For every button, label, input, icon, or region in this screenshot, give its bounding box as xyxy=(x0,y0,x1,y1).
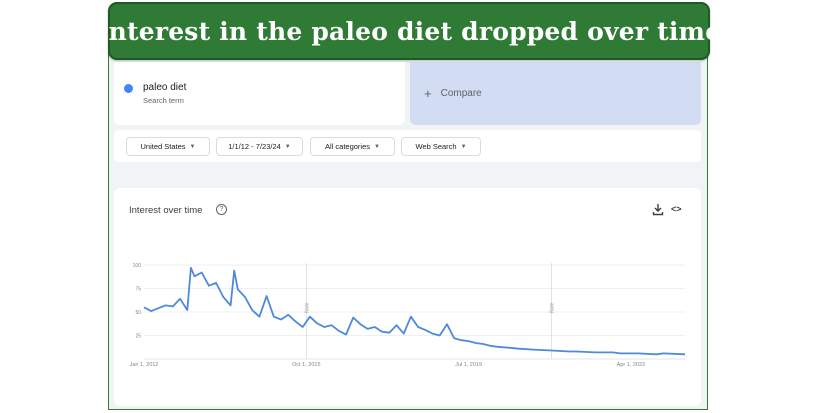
region-value: United States xyxy=(140,142,186,151)
caret-down-icon: ▼ xyxy=(374,143,380,150)
note-label: Note xyxy=(550,302,556,313)
series-line-paleo-diet xyxy=(143,266,686,356)
interest-over-time-card: Interest over time ? <> xyxy=(114,188,701,406)
embed-code-icon[interactable]: <> xyxy=(671,204,682,214)
search-type-value: Web Search xyxy=(415,142,457,151)
region-dropdown[interactable]: United States ▼ xyxy=(126,137,210,156)
y-tick-label: 75 xyxy=(135,286,141,292)
date-range-value: 1/1/12 - 7/23/24 xyxy=(228,142,281,151)
category-dropdown[interactable]: All categories ▼ xyxy=(310,137,395,156)
category-value: All categories xyxy=(325,142,371,151)
search-term-subtitle: Search term xyxy=(143,96,184,105)
search-term-name: paleo diet xyxy=(143,82,187,93)
x-tick-label: Oct 1, 2015 xyxy=(292,362,320,368)
series-color-dot xyxy=(124,84,133,93)
x-tick-label: Apr 1, 2023 xyxy=(617,362,645,368)
plus-icon: + xyxy=(424,86,432,101)
compare-button[interactable]: + Compare xyxy=(410,62,701,125)
interest-line-chart: 100 75 50 25 Note Note Jan 1, 2012 Oct 1, 2015 J… xyxy=(130,263,686,368)
note-label: Note xyxy=(304,302,310,313)
download-icon[interactable] xyxy=(652,203,664,216)
compare-label: Compare xyxy=(440,88,482,99)
date-range-dropdown[interactable]: 1/1/12 - 7/23/24 ▼ xyxy=(216,137,303,156)
search-type-dropdown[interactable]: Web Search ▼ xyxy=(401,137,481,156)
help-circle-icon[interactable]: ? xyxy=(216,204,227,215)
x-tick-label: Jul 1, 2019 xyxy=(455,362,482,368)
y-tick-label: 50 xyxy=(135,310,141,316)
caret-down-icon: ▼ xyxy=(460,143,467,150)
banner-title: Interest in the paleo diet dropped over … xyxy=(96,16,722,46)
filter-bar: United States ▼ 1/1/12 - 7/23/24 ▼ All c… xyxy=(114,130,701,162)
chart-title: Interest over time xyxy=(129,205,203,216)
y-tick-label: 100 xyxy=(133,263,142,269)
y-tick-label: 25 xyxy=(135,333,141,339)
x-tick-label: Jan 1, 2012 xyxy=(130,362,159,368)
caret-down-icon: ▼ xyxy=(284,143,291,150)
search-term-card[interactable]: paleo diet Search term xyxy=(114,62,405,125)
caret-down-icon: ▼ xyxy=(189,143,196,150)
title-banner: Interest in the paleo diet dropped over … xyxy=(97,2,721,60)
